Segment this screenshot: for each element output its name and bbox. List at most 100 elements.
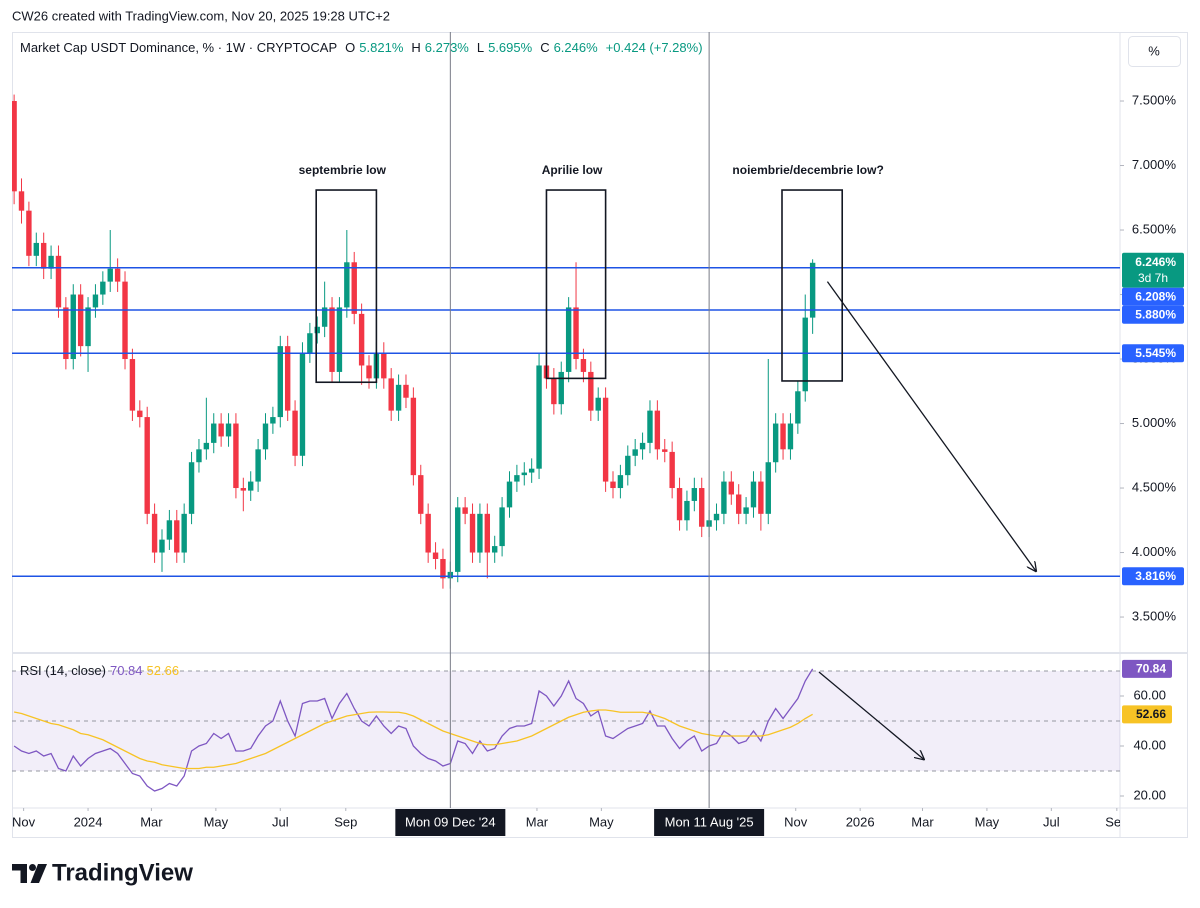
candle-body — [787, 423, 794, 450]
candle-body — [617, 475, 624, 489]
candle-body — [292, 410, 298, 456]
x-tick-label: 2024 — [74, 814, 103, 829]
ohlc-key: O — [345, 40, 356, 55]
candle-body — [358, 313, 365, 366]
candle-body — [196, 449, 202, 463]
candle-body — [551, 378, 557, 405]
x-tick-label: Nov — [784, 814, 808, 829]
candle-body — [625, 455, 631, 476]
ohlc-value: 6.273% — [424, 40, 469, 55]
candle-body — [262, 423, 269, 450]
candle-body — [181, 513, 187, 553]
candle-body — [455, 507, 461, 572]
candle-body — [12, 101, 17, 192]
candle-body — [735, 494, 742, 514]
ohlc-value: 5.695% — [488, 40, 533, 55]
candle-body — [565, 307, 572, 372]
candle-body — [388, 378, 394, 411]
indicator-value: 52.66 — [146, 663, 180, 678]
candle-body — [499, 507, 505, 547]
candle-body — [721, 481, 727, 514]
x-tick-label: May — [204, 814, 229, 829]
candle-body — [70, 294, 76, 360]
candle-body — [26, 210, 32, 256]
candle-body — [765, 462, 771, 514]
candle-body — [795, 391, 801, 424]
ohlc-key: L — [476, 40, 485, 55]
annotation-box — [781, 189, 844, 382]
candle-body — [676, 488, 683, 521]
candle-body — [314, 326, 320, 334]
candle-body — [85, 307, 91, 347]
indicator-value-box — [1122, 705, 1172, 724]
y-tick-label: 60.00 — [1133, 687, 1166, 702]
candle-body — [18, 191, 25, 211]
ohlc-key: H — [411, 40, 421, 55]
candle-body — [662, 449, 668, 452]
annotation-label: noiembrie/decembrie low? — [732, 163, 883, 177]
indicator-value-label: 52.66 — [1136, 707, 1166, 721]
candle-body — [100, 281, 106, 295]
price-label: 6.246% — [1135, 255, 1176, 269]
candle-body — [307, 333, 313, 353]
hline-label-box — [1122, 344, 1184, 363]
hline-label: 6.208% — [1135, 289, 1176, 303]
candle-body — [211, 423, 217, 443]
indicator-value-box — [1122, 659, 1172, 678]
change: +0.424 (+7.28%) — [605, 40, 703, 55]
candle-body — [492, 546, 498, 553]
candle-body — [225, 423, 232, 437]
candle-body — [240, 488, 247, 491]
candle-body — [277, 346, 283, 418]
candle-body — [772, 423, 779, 463]
candle-body — [255, 449, 261, 482]
candle-body — [122, 281, 128, 360]
ohlc-key: C — [540, 40, 550, 55]
candle-body — [174, 520, 180, 553]
candle-body — [602, 397, 609, 482]
y-tick-label: 7.000% — [1132, 157, 1177, 172]
candle-body — [159, 539, 165, 553]
candle-body — [802, 317, 808, 392]
x-tick-label: Jul — [272, 814, 289, 829]
candle-body — [484, 513, 491, 553]
candle-body — [506, 481, 513, 508]
hline-label-box — [1122, 287, 1184, 306]
annotation-label: Aprilie low — [542, 163, 603, 177]
crosshair-label-box — [395, 809, 506, 836]
brand: TradingView — [52, 859, 193, 886]
scale-button[interactable] — [1128, 36, 1181, 67]
candle-body — [595, 397, 601, 411]
candle-body — [588, 371, 594, 411]
hline-label: 5.545% — [1135, 346, 1176, 360]
annotation-box — [545, 189, 607, 380]
brand-logo — [12, 864, 47, 883]
candle-body — [469, 513, 476, 553]
candle-body — [632, 449, 638, 456]
candle-body — [743, 507, 749, 514]
y-tick-label: 20.00 — [1133, 787, 1166, 802]
scale-button-label[interactable]: % — [1148, 43, 1160, 58]
y-tick-label: 4.500% — [1132, 479, 1177, 494]
candle-body — [129, 359, 136, 411]
candle-body — [188, 462, 195, 514]
candle-body — [699, 488, 705, 527]
candle-body — [728, 481, 735, 495]
candle-body — [166, 520, 173, 540]
candle-body — [750, 481, 757, 508]
candle-body — [233, 423, 239, 489]
indicator-title: RSI (14, close) — [20, 663, 106, 678]
ohlc-value: 5.821% — [359, 40, 404, 55]
candle-body — [248, 481, 254, 491]
candle-body — [218, 423, 224, 437]
x-tick-label: Sep — [334, 814, 357, 829]
y-tick-label: 5.000% — [1132, 415, 1177, 430]
x-tick-label: Mar — [526, 814, 549, 829]
trend-arrow — [818, 671, 925, 760]
candle-body — [647, 410, 653, 443]
indicator-value: 70.84 — [109, 663, 143, 678]
candle-body — [514, 475, 520, 482]
crosshair-label: Mon 11 Aug '25 — [665, 814, 754, 829]
y-tick-label: 40.00 — [1133, 737, 1166, 752]
candle-body — [329, 307, 335, 372]
